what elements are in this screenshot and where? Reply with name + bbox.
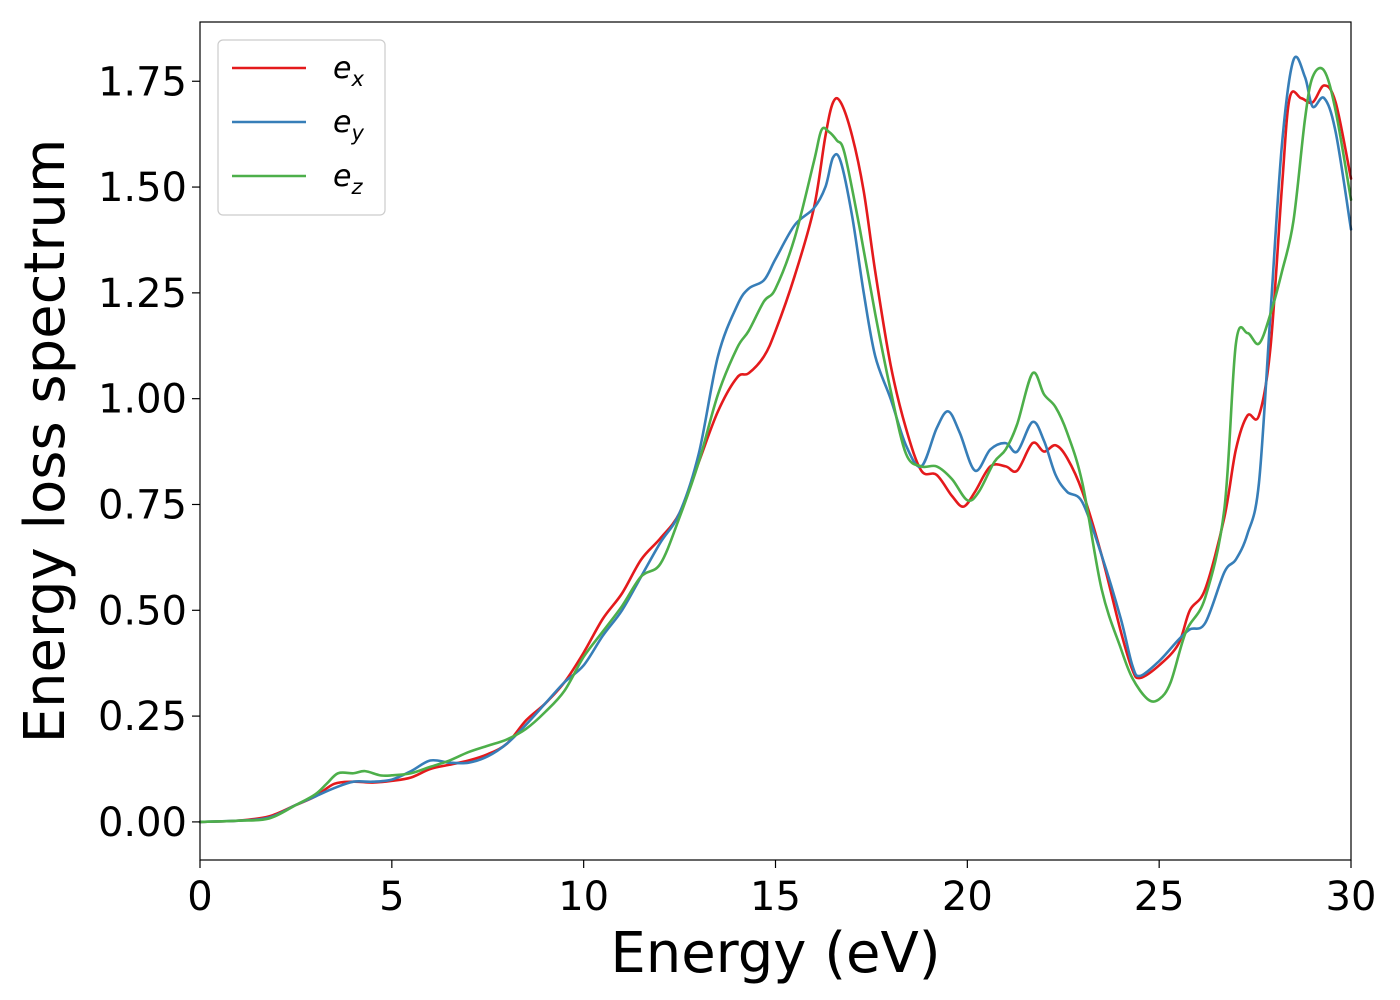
legend-label-ex: ex xyxy=(333,51,364,91)
legend: ex ey ez xyxy=(217,39,386,216)
x-tick-label: 20 xyxy=(942,874,993,920)
legend-label-ey: ey xyxy=(333,105,364,145)
x-tick-label: 10 xyxy=(558,874,609,920)
x-tick-label: 0 xyxy=(187,874,212,920)
y-tick-label: 1.00 xyxy=(98,377,187,423)
y-tick-label: 1.75 xyxy=(98,59,187,105)
series-line-ey xyxy=(198,55,1353,824)
y-axis-label: Energy loss spectrum xyxy=(13,139,78,744)
x-axis-label: Energy (eV) xyxy=(610,921,940,986)
legend-box xyxy=(217,39,386,216)
x-tick-label: 5 xyxy=(379,874,404,920)
x-tick-label: 15 xyxy=(750,874,801,920)
y-tick-label: 0.00 xyxy=(98,800,187,846)
x-tick-label: 30 xyxy=(1326,874,1377,920)
y-tick-label: 1.25 xyxy=(98,271,187,317)
legend-label-ez: ez xyxy=(333,159,363,199)
y-tick-label: 0.75 xyxy=(98,482,187,528)
y-tick-label: 0.50 xyxy=(98,588,187,634)
y-tick-label: 1.50 xyxy=(98,165,187,211)
y-tick-label: 0.25 xyxy=(98,694,187,740)
x-tick-label: 25 xyxy=(1134,874,1185,920)
series-layer xyxy=(198,55,1353,824)
y-axis-ticks: 0.00 0.25 0.50 0.75 1.00 1.25 1.50 1.75 xyxy=(98,59,200,846)
x-axis-ticks: 0 5 10 15 20 25 30 xyxy=(187,860,1376,920)
series-line-ez xyxy=(198,66,1353,824)
